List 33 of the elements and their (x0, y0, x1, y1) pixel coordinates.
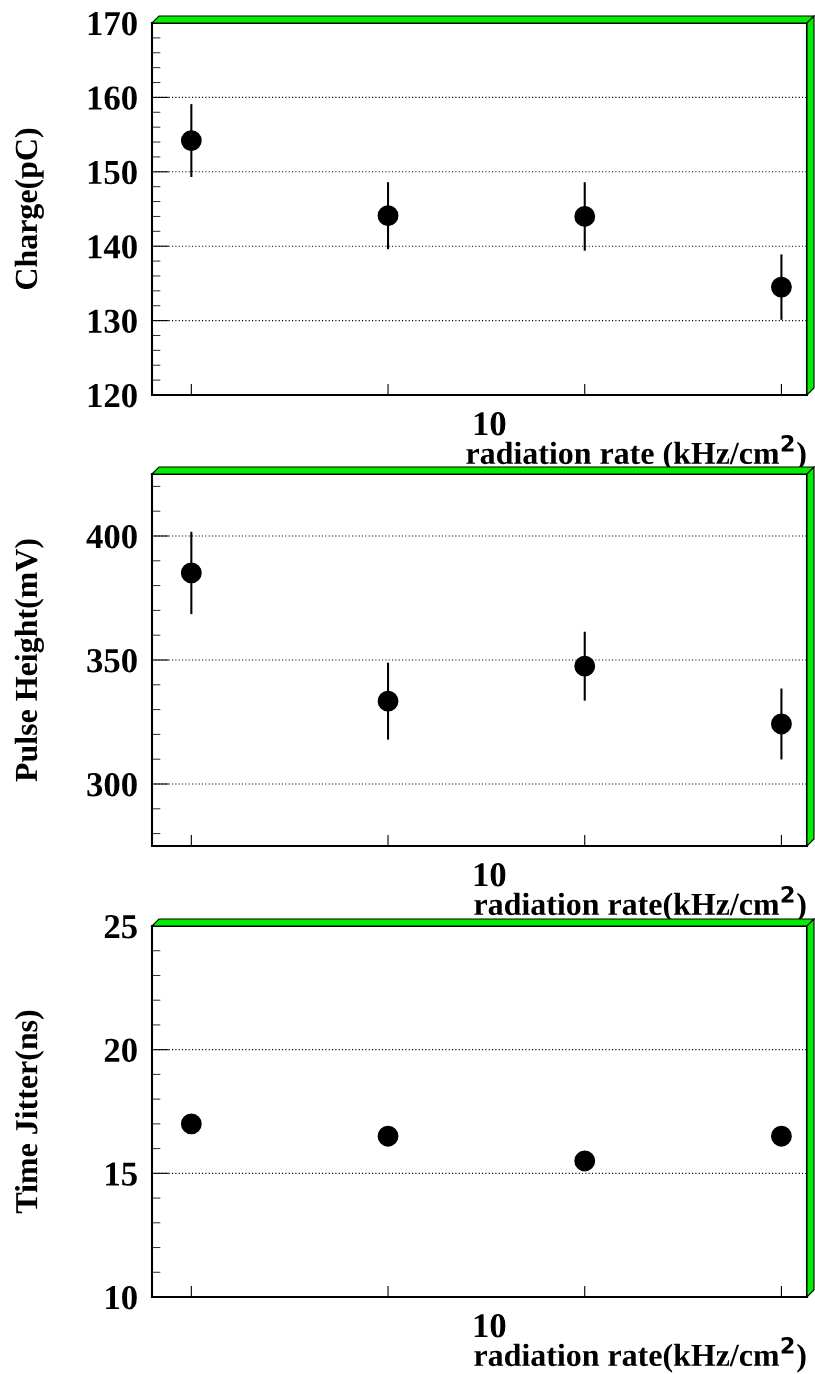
point (180, 1113, 202, 1135)
text: 10 (474, 1314, 506, 1338)
point (377, 690, 399, 712)
y-tick-label: 170 (88, 11, 137, 36)
y-tick-label: 400 (86, 524, 137, 549)
y-tick-label: 25 (104, 915, 137, 939)
point (180, 130, 202, 151)
point (771, 276, 792, 298)
point (574, 655, 596, 677)
point (377, 205, 399, 227)
y-tick-label: 300 (87, 772, 137, 797)
y-tick-label: 150 (88, 160, 137, 185)
y-tick-label: 15 (106, 1162, 137, 1186)
y-axis-title: Charge(pC) (14, 128, 44, 290)
x-axis-title: radiation rate(kHz/cm$^{2}$) (474, 1337, 806, 1373)
text: 10 (474, 863, 506, 887)
x-axis-title: radiation rate(kHz/cm$^{2}$) (474, 886, 806, 922)
point (180, 562, 202, 584)
y-tick-label: 120 (88, 383, 137, 408)
y-tick-label: 10 (106, 1285, 137, 1310)
point (771, 1125, 792, 1147)
y-axis-title: Pulse Height(mV) (14, 539, 44, 782)
y-axis-title: Time Jitter(ns) (14, 1010, 44, 1214)
y-tick-label: 140 (88, 235, 137, 259)
y-tick-label: 130 (88, 309, 137, 333)
text: 10 (474, 412, 506, 436)
y-tick-label: 20 (104, 1038, 137, 1063)
point (771, 713, 792, 735)
y-tick-label: 160 (88, 86, 137, 110)
point (377, 1125, 399, 1147)
point (574, 206, 596, 227)
y-tick-label: 350 (87, 648, 137, 673)
point (574, 1150, 596, 1172)
